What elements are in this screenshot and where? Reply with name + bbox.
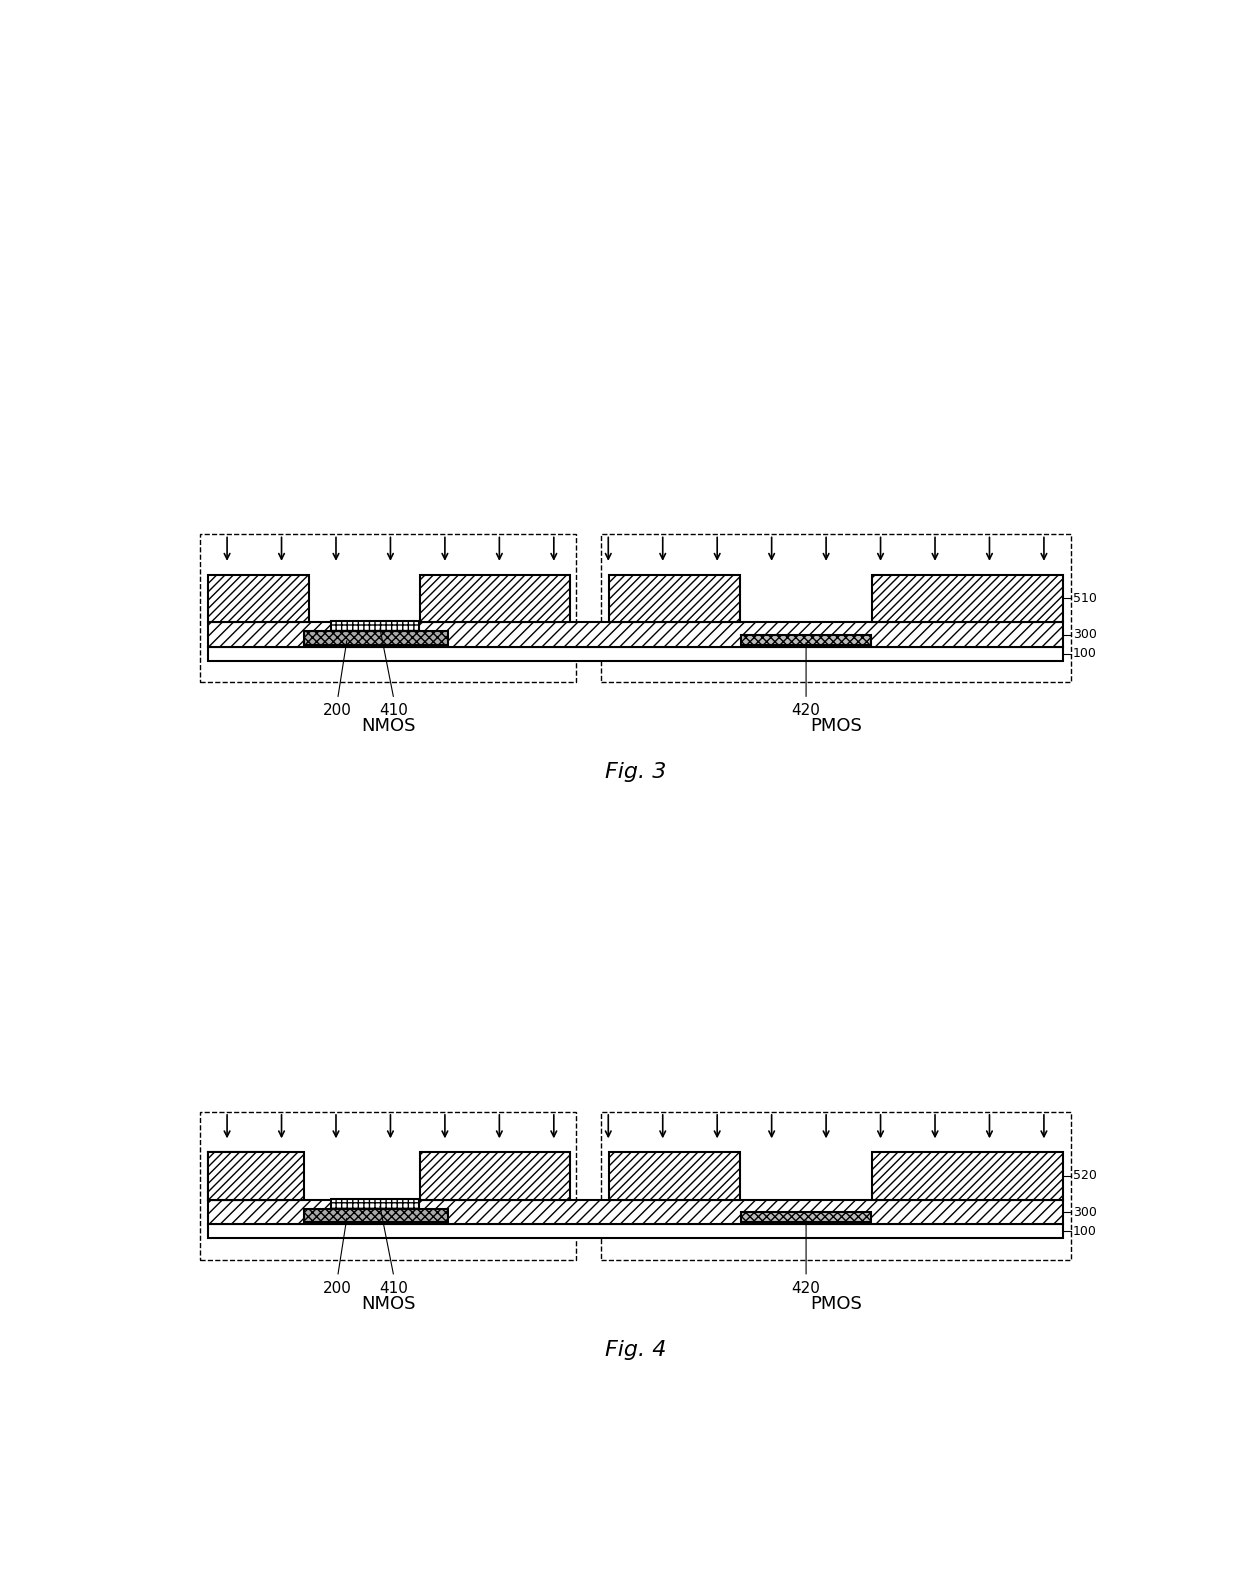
Bar	[420, 574, 570, 623]
Text: 420: 420	[791, 1280, 821, 1296]
Text: PMOS: PMOS	[810, 717, 862, 735]
Bar	[200, 535, 575, 683]
Bar	[742, 1213, 870, 1222]
Text: 300: 300	[1073, 1205, 1096, 1219]
Bar	[208, 1151, 304, 1200]
Text: 100: 100	[1073, 1225, 1096, 1238]
Bar	[331, 621, 419, 631]
Text: 200: 200	[324, 1280, 352, 1296]
Bar	[872, 574, 1063, 623]
Bar	[208, 1200, 1063, 1224]
Text: 200: 200	[324, 703, 352, 719]
Bar	[331, 1199, 419, 1208]
Bar	[304, 1208, 448, 1222]
Bar	[208, 1224, 1063, 1238]
Bar	[200, 1112, 575, 1260]
Text: 300: 300	[1073, 628, 1096, 642]
Bar	[208, 623, 1063, 647]
Bar	[742, 634, 870, 645]
Bar	[304, 631, 448, 645]
Text: 420: 420	[791, 703, 821, 719]
Bar	[208, 647, 1063, 661]
Bar	[872, 1151, 1063, 1200]
Text: 410: 410	[379, 703, 408, 719]
Bar	[601, 1112, 1071, 1260]
Bar	[208, 574, 309, 623]
Bar	[609, 1151, 740, 1200]
Text: PMOS: PMOS	[810, 1295, 862, 1313]
Bar	[601, 535, 1071, 683]
Text: 520: 520	[1073, 1169, 1096, 1183]
Text: 510: 510	[1073, 591, 1096, 606]
Text: 100: 100	[1073, 648, 1096, 661]
Bar	[609, 574, 740, 623]
Text: Fig. 4: Fig. 4	[605, 1340, 666, 1361]
Bar	[208, 1151, 283, 1200]
Text: 410: 410	[379, 1280, 408, 1296]
Text: NMOS: NMOS	[361, 717, 415, 735]
Bar	[420, 1151, 570, 1200]
Text: NMOS: NMOS	[361, 1295, 415, 1313]
Text: Fig. 3: Fig. 3	[605, 763, 666, 782]
